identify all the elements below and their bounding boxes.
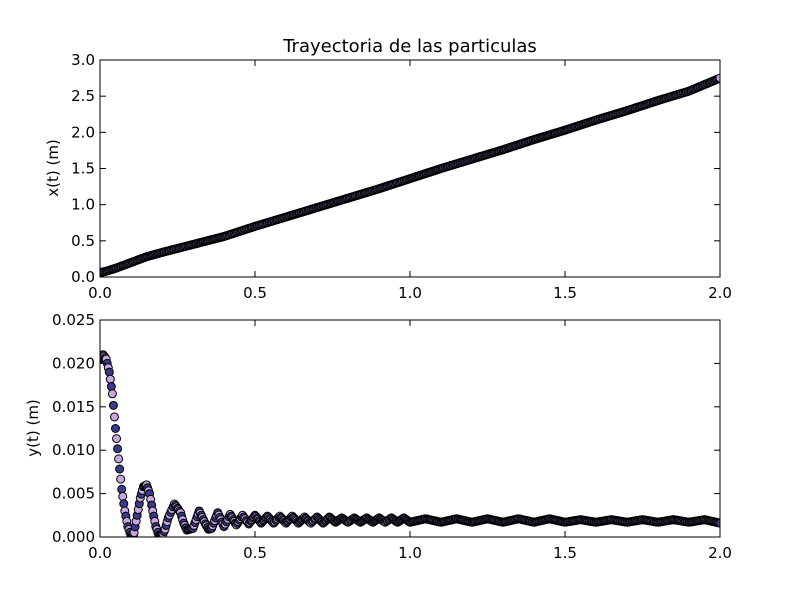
bottom-data-point [109, 412, 119, 422]
top-y-ticks: 0.0 0.5 1.0 1.5 2.0 2.5 3.0 [71, 51, 720, 286]
bottom-data-point [108, 400, 118, 410]
bottom-y-tick-label: 0.025 [52, 311, 95, 329]
top-x-tick-label: 0.0 [88, 284, 112, 302]
bottom-data-point [115, 464, 125, 474]
bottom-y-tick-label: 0.005 [52, 485, 95, 503]
bottom-x-ticks: 0.0 0.5 1.0 1.5 2.0 [88, 320, 732, 562]
bottom-data-point [113, 444, 123, 454]
bottom-x-tick-label: 1.5 [553, 544, 577, 562]
bottom-x-tick-label: 0.0 [88, 544, 112, 562]
top-y-axis-label: x(t) (m) [44, 139, 62, 197]
bottom-y-tick-label: 0.010 [52, 441, 95, 459]
bottom-data-point [107, 389, 117, 399]
bottom-y-tick-label: 0.020 [52, 354, 95, 372]
bottom-y-axis-label: y(t) (m) [24, 399, 42, 457]
top-scatter-points [100, 73, 720, 277]
top-x-tick-label: 1.5 [553, 284, 577, 302]
bottom-data-point [104, 367, 114, 377]
top-y-tick-label: 2.0 [71, 123, 95, 141]
top-x-ticks: 0.0 0.5 1.0 1.5 2.0 [88, 60, 732, 302]
bottom-data-point [715, 518, 720, 528]
top-y-tick-label: 3.0 [71, 51, 95, 69]
top-x-tick-label: 2.0 [708, 284, 732, 302]
chart-title: Trayectoria de las particulas [282, 36, 537, 57]
bottom-subplot: 0.0 0.5 1.0 1.5 2.0 0.000 0.005 0.010 0.015 0.02… [24, 311, 732, 562]
top-data-point [715, 73, 720, 83]
bottom-y-tick-label: 0.000 [52, 528, 95, 546]
top-y-tick-label: 0.5 [71, 232, 95, 250]
bottom-data-point [111, 424, 120, 433]
bottom-data-point [114, 454, 124, 464]
top-y-tick-label: 0.0 [71, 268, 95, 286]
top-x-tick-label: 1.0 [398, 284, 422, 302]
bottom-data-point [118, 491, 128, 501]
bottom-x-tick-label: 1.0 [398, 544, 422, 562]
top-y-tick-label: 2.5 [71, 87, 95, 105]
bottom-y-ticks: 0.000 0.005 0.010 0.015 0.020 0.025 [52, 311, 720, 546]
bottom-x-tick-label: 2.0 [708, 544, 732, 562]
bottom-data-point [119, 499, 129, 509]
bottom-scatter-points [100, 350, 720, 537]
top-x-tick-label: 0.5 [243, 284, 267, 302]
bottom-data-point [105, 374, 115, 384]
bottom-data-point [112, 434, 122, 444]
top-y-tick-label: 1.5 [71, 160, 95, 178]
bottom-data-point [117, 484, 127, 494]
top-subplot: Trayectoria de las particulas 0.0 0.5 1.0 1… [44, 36, 732, 302]
bottom-data-point [106, 382, 116, 392]
bottom-y-tick-label: 0.015 [52, 398, 95, 416]
top-y-tick-label: 1.0 [71, 196, 95, 214]
bottom-x-tick-label: 0.5 [243, 544, 267, 562]
bottom-data-point [116, 474, 126, 484]
